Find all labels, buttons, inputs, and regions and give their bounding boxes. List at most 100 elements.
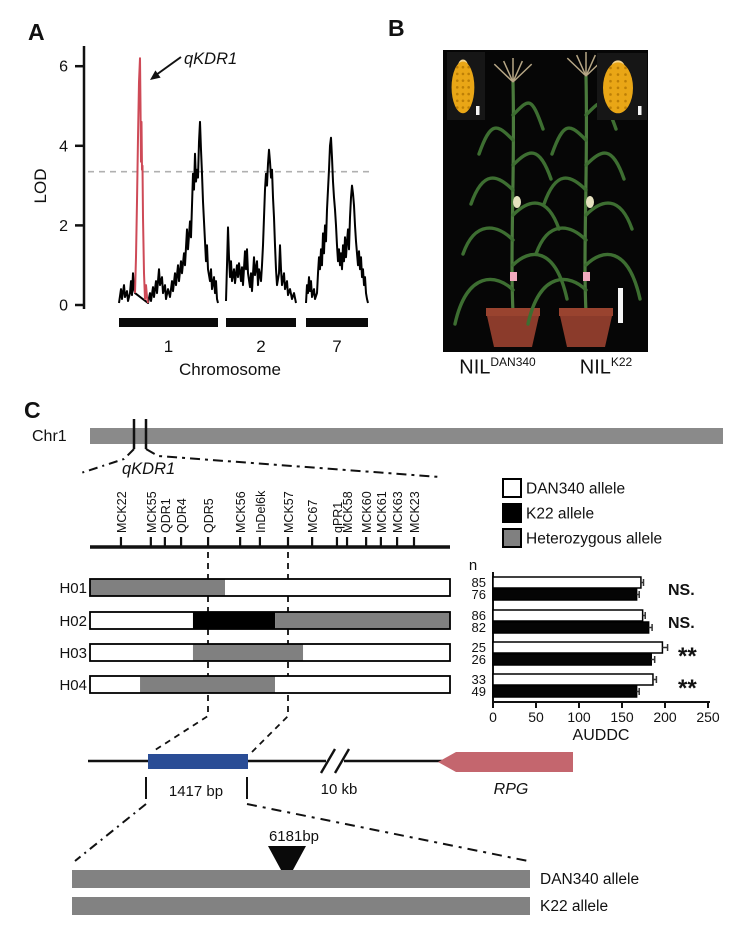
chromosome-bar-2 bbox=[226, 318, 296, 327]
pot bbox=[560, 316, 612, 347]
ear-photo-insets bbox=[447, 52, 647, 120]
marker-label-MCK22: MCK22 bbox=[115, 491, 129, 533]
kernel-dot bbox=[624, 86, 627, 90]
marker-label-MCK61: MCK61 bbox=[375, 491, 389, 533]
kernel-dot bbox=[616, 93, 620, 96]
haplotype-name-H03: H03 bbox=[59, 645, 87, 662]
n-value: 85 bbox=[472, 575, 486, 590]
maize-plant-left bbox=[453, 58, 569, 347]
auddc-bar-k22-H02 bbox=[492, 621, 650, 634]
hap-segment-dan bbox=[90, 612, 193, 629]
kernel-dot bbox=[616, 99, 620, 103]
auddc-x-tick-label: 200 bbox=[653, 709, 677, 725]
qtl-annotation-arrow bbox=[155, 56, 182, 76]
kernel-dot bbox=[609, 106, 612, 109]
kernel-dot bbox=[609, 93, 612, 96]
haplotype-row-H03: H03 bbox=[59, 643, 451, 662]
marker-label-MCK63: MCK63 bbox=[391, 491, 405, 533]
chromosome-number-1: 1 bbox=[164, 337, 173, 356]
legend-swatch-dan bbox=[502, 478, 522, 498]
zoom-line-right bbox=[145, 448, 441, 478]
n-value: 25 bbox=[472, 640, 486, 655]
n-value: 86 bbox=[472, 608, 486, 623]
kernel-dot bbox=[455, 79, 459, 82]
legend-label-dan: DAN340 allele bbox=[526, 481, 625, 498]
tassel bbox=[575, 54, 587, 77]
nil-dan340-label: NILDAN340 bbox=[440, 355, 555, 380]
rpg-gene-arrow bbox=[438, 752, 573, 772]
maize-plants bbox=[453, 52, 642, 347]
hap-segment-k22 bbox=[192, 612, 276, 629]
kernel-dot bbox=[467, 99, 470, 103]
auddc-bar-dan340-H04 bbox=[492, 673, 654, 686]
zoom-line-bottom-right bbox=[246, 803, 529, 862]
kernel-dot bbox=[624, 99, 627, 103]
hap-segment-het bbox=[275, 612, 450, 629]
ear-shoot bbox=[513, 196, 521, 208]
leaf bbox=[469, 176, 515, 206]
kernel-dot bbox=[624, 93, 627, 96]
lod-trace-chr2 bbox=[225, 148, 297, 304]
hap-segment-dan bbox=[90, 644, 193, 661]
kernel-dot bbox=[609, 86, 612, 90]
haplotype-outline bbox=[89, 578, 451, 597]
leaf bbox=[453, 277, 515, 326]
lod-y-tick-label: 6 bbox=[59, 59, 68, 76]
auddc-x-tick-label: 0 bbox=[489, 709, 497, 725]
kernel-dot bbox=[455, 65, 459, 69]
kernel-dot bbox=[616, 66, 620, 70]
kernel-dot bbox=[461, 86, 465, 89]
marker-label-QDR5: QDR5 bbox=[202, 498, 216, 533]
rpg-gene-label: RPG bbox=[494, 781, 529, 798]
gap-size-label: 10 kb bbox=[321, 781, 358, 798]
auddc-x-tick-label: 50 bbox=[528, 709, 544, 725]
allele-legend: DAN340 allele K22 allele Heterozygous alle… bbox=[502, 478, 662, 548]
leaf bbox=[542, 176, 588, 206]
pot bbox=[487, 316, 539, 347]
inset-scale-bar bbox=[476, 106, 480, 115]
panel-a: A 0 2 4 6 LOD 1 2 7 Chromosome qKDR1 B bbox=[28, 15, 405, 379]
marker-label-MCK55: MCK55 bbox=[145, 491, 159, 533]
nil-left-sup: DAN340 bbox=[490, 355, 536, 369]
haplotype-name-H02: H02 bbox=[59, 613, 87, 630]
haplotype-outline bbox=[89, 643, 451, 662]
chromosome-bar-1 bbox=[119, 318, 218, 327]
chromosome-number-7: 7 bbox=[332, 337, 341, 356]
panel-a-label: A bbox=[28, 19, 45, 45]
kernel-dot bbox=[624, 79, 627, 83]
zoom-line-left bbox=[77, 448, 135, 475]
ear-shoot bbox=[586, 196, 594, 208]
chr1-ideogram-bar bbox=[90, 428, 723, 444]
lod-axis-title: LOD bbox=[31, 169, 50, 204]
marker-label-InDel6k: InDel6k bbox=[254, 490, 268, 533]
inset-scale-bar bbox=[638, 106, 642, 115]
leaf bbox=[461, 226, 515, 256]
kernel-dot bbox=[467, 79, 470, 82]
n-value: 33 bbox=[472, 672, 486, 687]
haplotype-bars: H01 H02 H03 H04 bbox=[59, 578, 451, 694]
chromosome-axis-title: Chromosome bbox=[179, 360, 281, 379]
chromosome-number-2: 2 bbox=[256, 337, 265, 356]
marker-label-QDR1: QDR1 bbox=[159, 498, 173, 533]
auddc-bar-dan340-H02 bbox=[492, 609, 644, 622]
leaf bbox=[526, 277, 588, 326]
chromosome-bar-7 bbox=[306, 318, 368, 327]
qkdr1-region-label: qKDR1 bbox=[122, 460, 175, 478]
haplotype-outline bbox=[89, 675, 451, 694]
insertion-triangle-icon bbox=[268, 846, 306, 881]
kernel-dot bbox=[616, 86, 620, 90]
leaf bbox=[550, 126, 588, 156]
auddc-bar-dan340-H03 bbox=[492, 641, 664, 654]
kernel-dot bbox=[609, 79, 612, 83]
significance-label: NS. bbox=[668, 582, 695, 599]
lod-y-ticks: 0 2 4 6 bbox=[59, 59, 84, 315]
kernel-dot bbox=[455, 86, 459, 89]
auddc-bar-k22-H04 bbox=[492, 685, 638, 698]
panel-c: C Chr1 qKDR1 MCK22 MCK55 QDR1 QDR4 QDR5 MCK56… bbox=[24, 397, 723, 915]
qtl-arrowhead-icon bbox=[150, 70, 161, 80]
legend-swatch-het bbox=[502, 528, 522, 548]
lod-y-tick-label: 0 bbox=[59, 298, 68, 315]
legend-label-het: Heterozygous allele bbox=[526, 531, 662, 548]
